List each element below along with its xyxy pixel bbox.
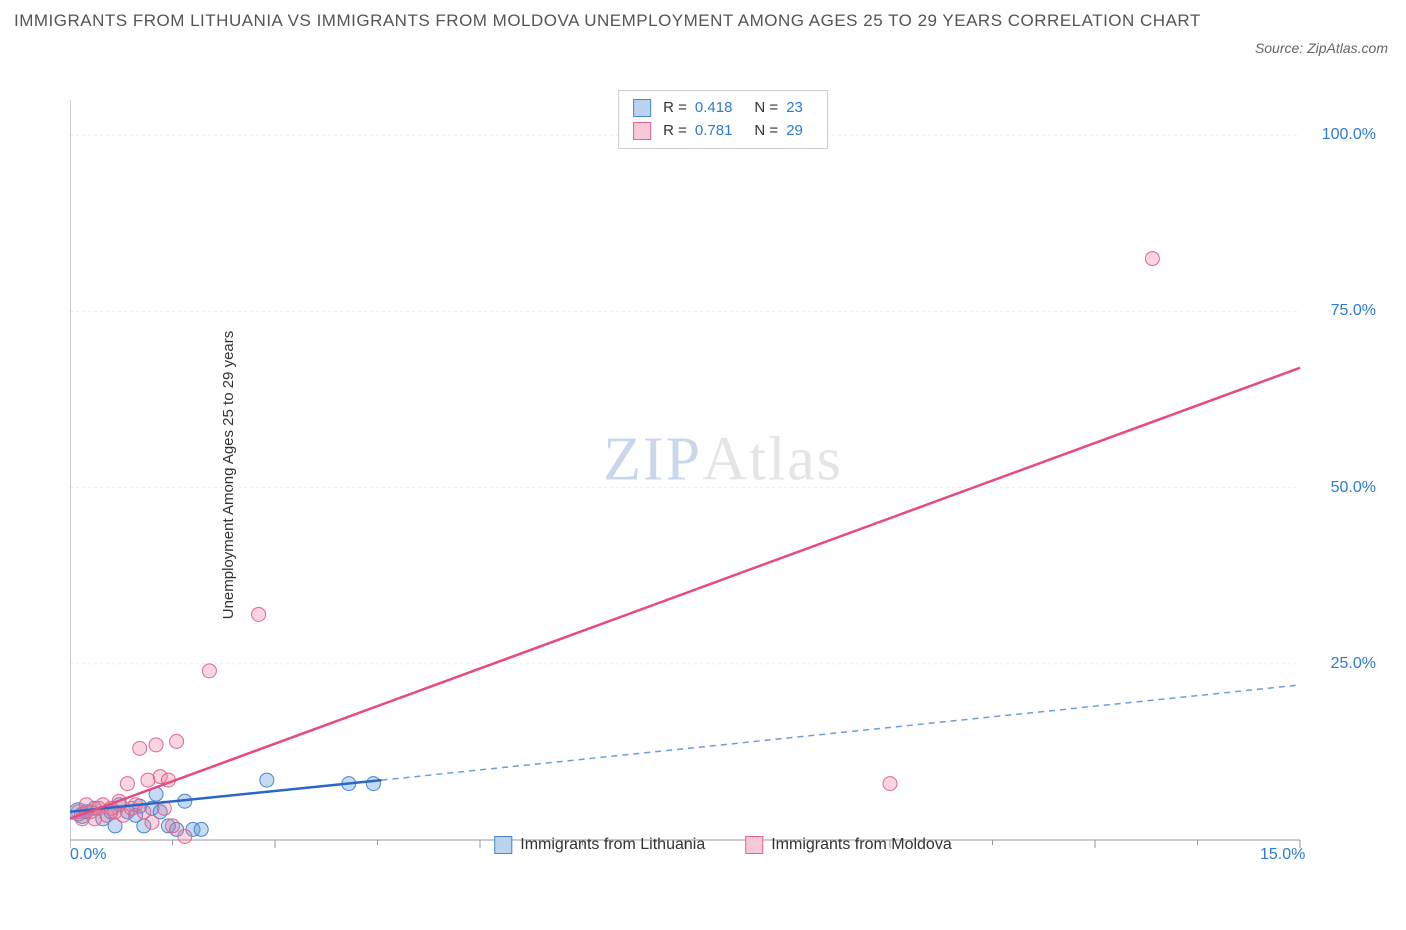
legend-swatch	[633, 122, 651, 140]
n-value: 29	[786, 120, 803, 143]
y-tick-label: 25.0%	[1331, 655, 1376, 673]
chart-title: IMMIGRANTS FROM LITHUANIA VS IMMIGRANTS …	[14, 8, 1206, 34]
y-tick-label: 50.0%	[1331, 479, 1376, 497]
scatter-plot	[70, 90, 1376, 860]
n-label: N =	[754, 120, 778, 143]
r-value: 0.781	[695, 120, 733, 143]
chart-area: Unemployment Among Ages 25 to 29 years Z…	[70, 90, 1376, 860]
source-attribution: Source: ZipAtlas.com	[1255, 40, 1388, 56]
r-label: R =	[663, 97, 687, 120]
stats-legend-row: R = 0.418 N = 23	[633, 97, 813, 120]
r-label: R =	[663, 120, 687, 143]
legend-label: Immigrants from Lithuania	[520, 836, 705, 854]
legend-label: Immigrants from Moldova	[771, 836, 952, 854]
legend-item: Immigrants from Lithuania	[494, 836, 705, 854]
stats-legend-row: R = 0.781 N = 29	[633, 120, 813, 143]
y-tick-label: 75.0%	[1331, 302, 1376, 320]
legend-swatch	[633, 99, 651, 117]
n-value: 23	[786, 97, 803, 120]
x-tick-label: 15.0%	[1260, 846, 1305, 864]
y-tick-label: 100.0%	[1322, 126, 1376, 144]
r-value: 0.418	[695, 97, 733, 120]
stats-legend: R = 0.418 N = 23 R = 0.781 N = 29	[618, 90, 828, 149]
legend-swatch	[745, 836, 763, 854]
legend-swatch	[494, 836, 512, 854]
x-tick-label: 0.0%	[70, 846, 106, 864]
legend-item: Immigrants from Moldova	[745, 836, 952, 854]
n-label: N =	[754, 97, 778, 120]
series-legend: Immigrants from Lithuania Immigrants from…	[494, 836, 951, 854]
